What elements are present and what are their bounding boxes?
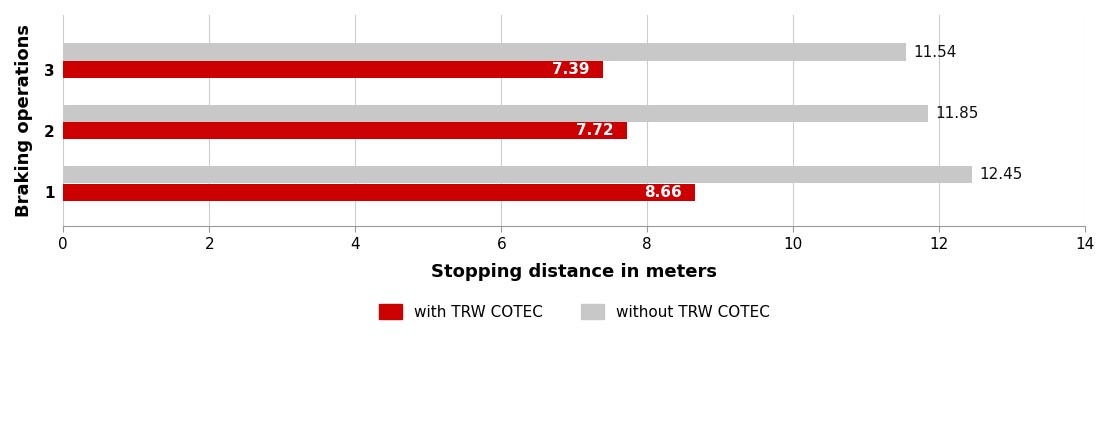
- X-axis label: Stopping distance in meters: Stopping distance in meters: [432, 263, 717, 281]
- Legend: with TRW COTEC, without TRW COTEC: with TRW COTEC, without TRW COTEC: [379, 304, 770, 320]
- Text: 11.54: 11.54: [914, 45, 957, 59]
- Text: 7.39: 7.39: [552, 62, 589, 77]
- Bar: [63, 123, 627, 139]
- Text: 7.72: 7.72: [576, 123, 614, 138]
- Text: 12.45: 12.45: [979, 167, 1023, 182]
- Text: 8.66: 8.66: [645, 184, 683, 200]
- Bar: [63, 184, 696, 201]
- Y-axis label: Braking operations: Braking operations: [16, 24, 33, 217]
- Bar: [63, 105, 928, 122]
- Bar: [63, 61, 603, 78]
- Bar: [63, 166, 972, 183]
- Text: 11.85: 11.85: [936, 106, 979, 121]
- Bar: [63, 43, 906, 61]
